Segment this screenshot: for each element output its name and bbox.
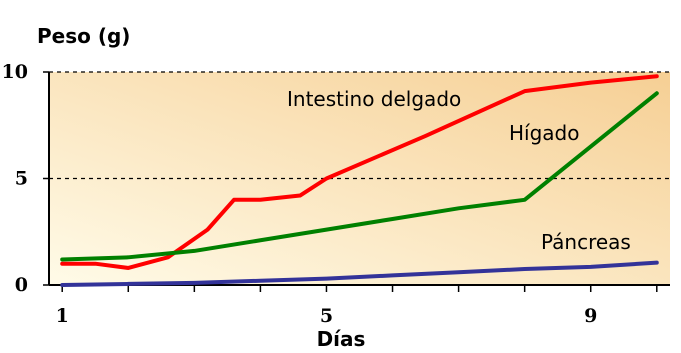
x-tick-label-5: 5 (320, 305, 333, 327)
x-axis-title: Días (317, 327, 366, 351)
y-axis-title: Peso (g) (37, 24, 130, 48)
plot-area (49, 72, 670, 285)
series-lines (60, 74, 659, 287)
x-tick-label-1: 1 (56, 305, 69, 327)
y-tick-label-0: 0 (15, 274, 28, 296)
series-label-0: Intestino delgado (287, 87, 461, 111)
x-tick-label-9: 9 (584, 305, 597, 327)
x-tick-labels: 1 5 9 (56, 305, 598, 327)
series-line-2 (60, 260, 659, 287)
series-line-1 (60, 91, 659, 262)
series-label-2: Páncreas (541, 230, 631, 254)
y-tick-labels: 0 5 10 (2, 61, 28, 296)
series-label-1: Hígado (509, 121, 579, 145)
y-tick-label-10: 10 (2, 61, 28, 83)
series-line-0 (60, 74, 659, 270)
series-labels: Intestino delgado Hígado Páncreas (287, 87, 631, 254)
y-tick-label-5: 5 (15, 168, 28, 190)
